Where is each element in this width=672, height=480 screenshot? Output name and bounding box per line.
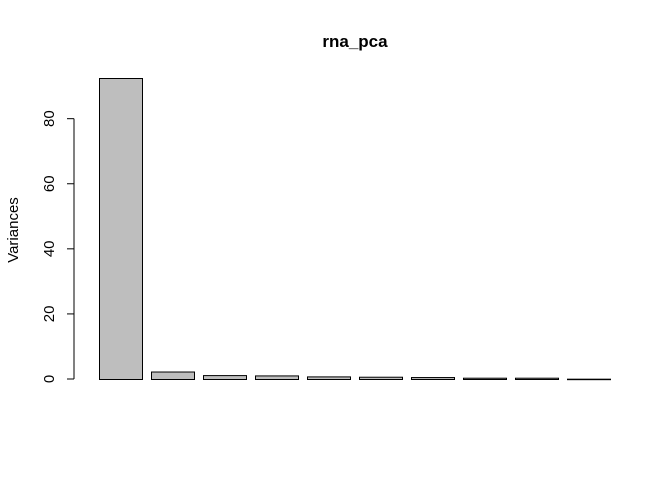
y-tick-label: 60 xyxy=(41,175,58,192)
bar-5 xyxy=(307,376,351,381)
bar-9 xyxy=(515,377,559,380)
y-tick-label: 0 xyxy=(41,375,58,383)
y-axis: 0 20 40 60 80 xyxy=(41,110,75,383)
y-tick-label: 40 xyxy=(41,240,58,257)
bar-1 xyxy=(99,78,143,380)
y-tick-label: 20 xyxy=(41,306,58,323)
chart-title: rna_pca xyxy=(322,32,388,51)
bar-2 xyxy=(151,371,195,381)
y-axis-label: Variances xyxy=(5,197,22,263)
y-tick-label: 80 xyxy=(41,110,58,127)
bar-6 xyxy=(359,376,403,381)
bar-4 xyxy=(255,375,299,380)
bar-10 xyxy=(567,378,611,381)
bar-7 xyxy=(411,377,455,381)
bar-8 xyxy=(463,377,507,380)
bar-3 xyxy=(203,375,247,380)
bars xyxy=(99,78,611,381)
